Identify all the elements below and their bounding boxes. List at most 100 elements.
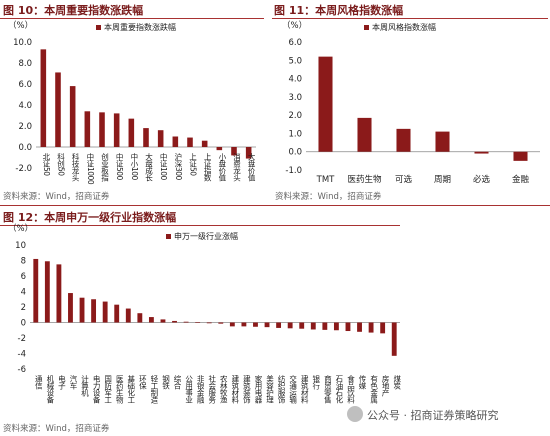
fig10-ytick-label: 0.0 (18, 143, 32, 153)
fig12-category-label: 国防军工 (103, 375, 112, 404)
fig10-bar (157, 130, 164, 147)
fig12-category-label: 综合 (173, 374, 182, 391)
fig12-category-label: 纺织服饰 (277, 374, 286, 405)
fig12-ytick-label: 6 (21, 272, 26, 282)
fig12-category-label: 基础化工 (127, 374, 136, 404)
fig10-bar (245, 147, 252, 159)
fig10-bar (201, 140, 208, 147)
fig12-category-label: 通信 (34, 374, 43, 391)
fig10-bar (172, 136, 179, 147)
fig12-category-label: 环保 (138, 375, 147, 391)
fig12-ytick-label: -6 (18, 365, 26, 375)
fig12-bar (79, 297, 85, 323)
fig12-category-label: 石油石化 (335, 375, 344, 405)
fig11-legend-swatch (364, 25, 369, 30)
fig12-bar (287, 322, 293, 329)
fig11-category-label: TMT (316, 175, 336, 185)
fig12-category-label: 非银金融 (196, 374, 205, 405)
fig10-bar (143, 128, 149, 147)
fig10-bar (113, 113, 120, 147)
fig12-category-label: 医药生物 (115, 375, 124, 405)
fig12-unit-label: （%） (8, 223, 33, 234)
fig12-category-label: 银行 (312, 375, 321, 391)
fig10-category-label: 中证500 (115, 152, 124, 181)
fig12-bar (218, 322, 224, 324)
fig12-source: 资料来源：Wind，招商证券 (3, 424, 110, 434)
fig11-bar (396, 128, 411, 152)
fig12-category-label: 农林牧渔 (219, 374, 228, 404)
fig11-ytick-label: 4.0 (288, 75, 302, 85)
fig10-source: 资料来源：Wind，招商证券 (3, 192, 110, 202)
fig12-bar (91, 299, 97, 323)
fig10-category-label: 北证50 (42, 153, 51, 177)
fig12-bar (391, 322, 397, 356)
fig10-category-label: 中证1000 (86, 152, 95, 185)
fig12-bar (206, 322, 212, 324)
fig10-ytick-label: 6.0 (18, 80, 32, 90)
fig11-top-rule (272, 18, 548, 19)
fig12-bar (68, 293, 73, 323)
fig10-category-label: 上证指数 (203, 153, 212, 183)
fig12-category-label: 商贸零售 (323, 374, 332, 405)
fig10-category-label: 创业板指 (100, 152, 109, 183)
fig10-bar (69, 86, 76, 147)
fig12-legend-swatch (166, 234, 171, 239)
fig12-category-label: 轻工制造 (150, 374, 159, 405)
fig11-bar (357, 117, 372, 152)
fig11-category-label: 金融 (512, 174, 530, 185)
fig12-category-label: 交通运输 (288, 374, 297, 405)
fig12-bar (333, 322, 339, 331)
fig11-ytick-label: 1.0 (288, 129, 302, 139)
fig10-top-rule (0, 18, 264, 19)
fig12-category-label: 建筑材料 (231, 374, 240, 405)
fig11-ytick-label: 5.0 (288, 56, 302, 66)
fig12-bar (299, 322, 305, 329)
fig12-category-label: 煤炭 (392, 374, 401, 391)
fig11-unit-label: （%） (282, 20, 307, 31)
fig12-category-label: 计算机 (80, 374, 89, 398)
fig10-bar (231, 147, 237, 156)
section-divider (0, 205, 550, 206)
fig12-category-label: 房地产 (381, 374, 390, 398)
fig12-bar (183, 321, 189, 323)
fig12-ytick-label: 4 (21, 288, 26, 298)
fig11-ytick-label: 0.0 (288, 148, 302, 158)
fig10-bar (187, 137, 193, 147)
fig10-bar (55, 72, 61, 147)
fig11-chart: （%） -1.0 0.0 1.0 2.0 3.0 4.0 5.0 6.0 本周风格指数涨幅 TMT 医… (282, 20, 540, 185)
fig11-legend-label: 本周风格指数涨幅 (372, 22, 436, 32)
fig11-source: 资料来源：Wind，招商证券 (275, 192, 382, 202)
fig12-bar (56, 264, 62, 323)
fig12-category-label: 传媒 (358, 374, 367, 391)
fig11-bar (318, 56, 333, 152)
fig10-ytick-label: 8.0 (18, 59, 32, 69)
fig12-bar (345, 322, 351, 332)
fig12-ytick-label: 10 (15, 241, 26, 251)
fig12-bar (276, 322, 282, 328)
fig11-category-label: 必选 (473, 174, 491, 185)
fig10-bar (99, 112, 105, 147)
fig10-category-label: 上证50 (188, 153, 197, 177)
fig12-ytick-label: 8 (21, 257, 26, 267)
fig12-bar (172, 320, 177, 323)
fig12-bar (160, 319, 166, 323)
fig12-bar (380, 322, 386, 334)
fig11-ytick-label: 3.0 (288, 93, 302, 103)
fig10-legend-label: 本周重要指数涨跌幅 (104, 22, 176, 32)
fig10-category-label: 科创50 (56, 152, 65, 177)
fig11-bar (474, 151, 489, 154)
fig10-category-label: 消费龙头 (232, 152, 241, 183)
fig12-bar (125, 308, 131, 323)
fig10-unit-label: （%） (8, 20, 33, 31)
fig11-category-label: 周期 (434, 175, 451, 185)
fig12-ytick-label: 0 (21, 319, 26, 329)
fig10-ytick-label: -2.0 (15, 164, 32, 174)
fig12-ytick-label: 2 (21, 303, 26, 313)
fig10-category-label: 中证100 (159, 152, 168, 181)
fig12-category-label: 有色金属 (369, 374, 378, 405)
fig11-category-label: 医药生物 (347, 174, 382, 185)
fig12-category-label: 社会服务 (207, 374, 216, 405)
fig12-title: 图 12：本周申万一级行业指数涨幅 (3, 211, 177, 224)
